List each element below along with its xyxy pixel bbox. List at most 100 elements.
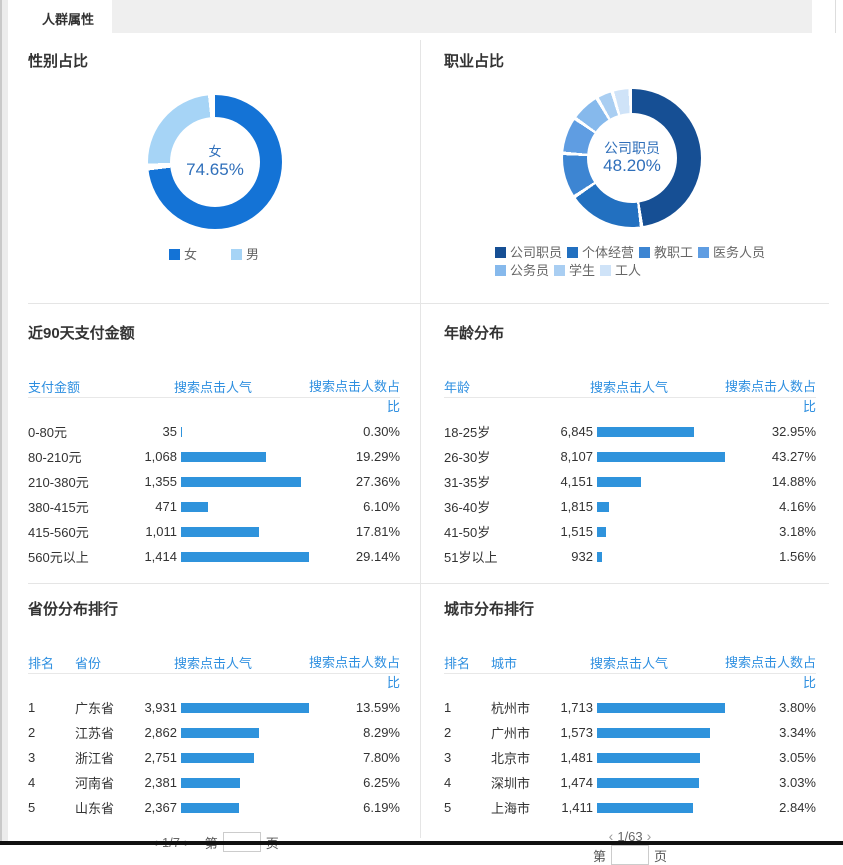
legend-item[interactable]: 公务员 [495,262,549,279]
bar-zone [597,727,743,738]
popularity-bar [597,451,725,462]
popularity-bar [597,802,693,813]
value-cell: 1,815 [560,499,593,514]
value-cell: 6,845 [560,424,593,439]
percent-cell: 19.29% [355,449,400,464]
rank-cell: 4 [444,775,452,790]
value-cell: 8,107 [560,449,593,464]
bar-zone [597,752,743,763]
legend-item[interactable]: 女 [168,246,197,263]
scrollbar-track[interactable] [835,0,836,33]
percent-cell: 4.16% [779,499,816,514]
payment-panel: 近90天支付金额 支付金额 搜索点击人气 搜索点击人数占比 0-80元 35 0.3… [28,322,400,569]
percent-cell: 17.81% [355,524,400,539]
bar-zone [181,426,327,437]
popularity-bar [181,426,182,437]
table-row: 0-80元 35 0.30% [28,419,400,444]
gender-panel-title: 性别占比 [28,53,89,70]
bottom-border [0,841,843,845]
col-header-rank: 排名 [444,656,471,671]
bar-zone [597,702,743,713]
percent-cell: 6.10% [363,499,400,514]
popularity-bar [181,727,259,738]
legend-item[interactable]: 公司职员 [495,244,562,261]
next-page-button[interactable]: › [646,828,652,844]
percent-cell: 6.19% [363,800,400,815]
page-indicator: 1/63 [617,828,643,844]
legend-swatch [567,247,579,258]
table-row: 560元以上 1,414 29.14% [28,544,400,569]
legend-item[interactable]: 学生 [554,262,595,279]
age-table-body: 18-25岁 6,845 32.95% 26-30岁 8,107 43.27% 31-35岁… [444,419,816,569]
legend-label: 学生 [569,263,596,278]
popularity-bar [181,451,266,462]
legend-item[interactable]: 医务人员 [698,244,765,261]
col-header-popularity: 搜索点击人气 [173,380,252,395]
city-panel: 城市分布排行 排名 城市 搜索点击人气 搜索点击人数占比 1 杭州市 1,713 3.… [444,598,816,865]
province-table-header: 排名 省份 搜索点击人气 搜索点击人数占比 [28,653,400,695]
bar-zone [597,451,743,462]
rank-cell: 4 [28,775,36,790]
table-row: 5 山东省 2,367 6.19% [28,795,400,820]
tab-audience-attributes[interactable]: 人群属性 [8,0,112,33]
category-cell: 杭州市 [491,701,531,716]
section-divider-2 [28,583,829,584]
gender-center-label: 女 [208,144,222,159]
value-cell: 2,367 [144,800,177,815]
legend-item[interactable]: 工人 [600,262,641,279]
popularity-bar [597,727,710,738]
bar-zone [181,752,327,763]
legend-swatch [168,249,180,260]
bar-zone [181,526,327,537]
table-row: 415-560元 1,011 17.81% [28,519,400,544]
legend-item[interactable]: 教职工 [639,244,693,261]
occupation-donut-center: 公司职员 48.20% [587,113,677,203]
category-cell: 380-415元 [28,500,89,515]
payment-table-body: 0-80元 35 0.30% 80-210元 1,068 19.29% 210-380元 1,… [28,419,400,569]
table-row: 5 上海市 1,411 2.84% [444,795,816,820]
city-pagination-jump: 第 页 [444,845,816,865]
popularity-bar [181,526,259,537]
value-cell: 1,355 [144,474,177,489]
percent-cell: 3.80% [779,700,816,715]
header-underline [444,397,816,398]
bar-zone [597,802,743,813]
table-row: 4 深圳市 1,474 3.03% [444,770,816,795]
legend-label: 公司职员 [510,245,563,260]
bar-zone [597,501,743,512]
col-header-pct: 搜索点击人数占比 [724,655,816,690]
percent-cell: 3.03% [779,775,816,790]
value-cell: 1,411 [561,800,593,815]
category-cell: 31-35岁 [444,475,491,490]
age-table-header: 年龄 搜索点击人气 搜索点击人数占比 [444,377,816,419]
col-header-pct: 搜索点击人数占比 [724,379,816,414]
value-cell: 2,862 [144,725,177,740]
prev-page-button[interactable]: ‹ [608,828,614,844]
value-cell: 1,011 [145,524,177,539]
value-cell: 1,474 [560,775,593,790]
category-cell: 北京市 [491,751,531,766]
percent-cell: 14.88% [771,474,816,489]
legend-item[interactable]: 男 [231,246,259,263]
legend-item[interactable]: 个体经营 [567,244,634,261]
percent-cell: 3.05% [779,750,816,765]
table-row: 80-210元 1,068 19.29% [28,444,400,469]
category-cell: 江苏省 [75,726,115,741]
col-header-popularity: 搜索点击人气 [589,656,668,671]
topbar-right-gap [812,0,843,33]
page-number-input[interactable] [611,845,649,865]
category-cell: 广东省 [75,701,115,716]
bar-zone [181,702,327,713]
value-cell: 1,713 [560,700,593,715]
popularity-bar [597,476,641,487]
table-row: 1 杭州市 1,713 3.80% [444,695,816,720]
rank-cell: 1 [444,700,452,715]
bar-zone [181,777,327,788]
legend-swatch [231,249,242,260]
table-row: 3 浙江省 2,751 7.80% [28,745,400,770]
bar-zone [181,451,327,462]
col-header-popularity: 搜索点击人气 [589,380,668,395]
bar-zone [597,476,743,487]
header-underline [444,673,816,674]
col-header-rank: 排名 [28,656,55,671]
